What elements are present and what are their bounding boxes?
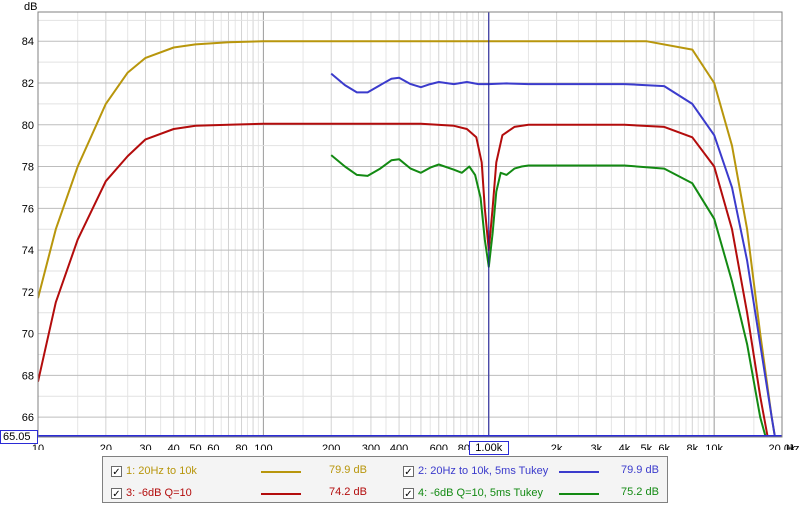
x-tick-label: 20.0k xyxy=(769,443,796,450)
legend-swatch xyxy=(559,493,599,495)
legend-label: 2: 20Hz to 10k, 5ms Tukey xyxy=(418,465,549,477)
x-tick-label: 50 xyxy=(189,443,201,450)
x-tick-label: 20 xyxy=(100,443,112,450)
x-tick-label: 10 xyxy=(32,443,44,450)
legend-label: 1: 20Hz to 10k xyxy=(126,465,197,477)
y-tick-label: 70 xyxy=(22,329,34,341)
series-line-1 xyxy=(38,40,776,437)
x-tick-label: 80 xyxy=(235,443,247,450)
y-cursor-readout: 65.05 xyxy=(0,430,38,444)
legend: ✓ 1: 20Hz to 10k 79.9 dB ✓ 2: 20Hz to 10… xyxy=(102,456,668,503)
legend-value: 79.9 dB xyxy=(621,464,659,476)
y-tick-label: 78 xyxy=(22,162,34,174)
x-tick-label: 40 xyxy=(168,443,180,450)
x-tick-label: 60 xyxy=(207,443,219,450)
y-tick-label: 82 xyxy=(22,78,34,90)
plot-frame xyxy=(37,11,783,438)
legend-entry-series-1[interactable]: ✓ 1: 20Hz to 10k xyxy=(111,461,197,481)
x-tick-label: 8k xyxy=(686,443,698,450)
legend-value: 74.2 dB xyxy=(329,486,367,498)
y-tick-label: 84 xyxy=(22,36,34,48)
y-axis-label: dB xyxy=(24,1,37,13)
legend-swatch xyxy=(261,471,301,473)
legend-swatch xyxy=(261,493,301,495)
x-tick-label: 300 xyxy=(362,443,380,450)
x-tick-label: 800 xyxy=(458,443,476,450)
legend-value: 75.2 dB xyxy=(621,486,659,498)
series-line-2 xyxy=(330,72,776,437)
x-tick-label: 4k xyxy=(619,443,631,450)
frequency-response-chart: 66 68 70 72 74 76 78 80 82 84 dB 10 20 30 40 50 60 80 100 2… xyxy=(22,1,800,450)
x-cursor-readout: 1.00k xyxy=(468,441,509,455)
x-axis-label: Hz xyxy=(786,443,799,450)
x-tick-label: 600 xyxy=(430,443,448,450)
x-tick-label: 2k xyxy=(551,443,563,450)
y-tick-label: 66 xyxy=(22,412,34,424)
plot-area xyxy=(38,12,782,437)
y-tick-label: 74 xyxy=(22,245,34,257)
legend-label: 4: -6dB Q=10, 5ms Tukey xyxy=(418,487,544,499)
y-tick-label: 76 xyxy=(22,203,34,215)
x-tick-label: 3k xyxy=(590,443,602,450)
grid xyxy=(37,12,783,437)
series-line-3 xyxy=(38,122,769,437)
y-tick-label: 68 xyxy=(22,370,34,382)
checkbox-icon[interactable]: ✓ xyxy=(403,465,414,478)
legend-value: 79.9 dB xyxy=(329,464,367,476)
checkbox-icon[interactable]: ✓ xyxy=(403,487,414,500)
checkbox-icon[interactable]: ✓ xyxy=(111,465,122,478)
legend-entry-series-2[interactable]: ✓ 2: 20Hz to 10k, 5ms Tukey xyxy=(403,461,548,481)
y-tick-label: 80 xyxy=(22,120,34,132)
legend-swatch xyxy=(559,471,599,473)
x-tick-label: 100 xyxy=(254,443,272,450)
legend-entry-series-4[interactable]: ✓ 4: -6dB Q=10, 5ms Tukey xyxy=(403,483,543,503)
axes: 66 68 70 72 74 76 78 80 82 84 dB 10 20 30 40 50 60 80 100 2… xyxy=(22,1,800,450)
x-tick-label: 30 xyxy=(139,443,151,450)
x-tick-label: 6k xyxy=(658,443,670,450)
x-tick-label: 5k xyxy=(640,443,652,450)
x-tick-label: 200 xyxy=(322,443,340,450)
x-tick-label: 400 xyxy=(390,443,408,450)
checkbox-icon[interactable]: ✓ xyxy=(111,487,122,500)
x-tick-label: 10k xyxy=(705,443,723,450)
legend-label: 3: -6dB Q=10 xyxy=(126,487,192,499)
legend-entry-series-3[interactable]: ✓ 3: -6dB Q=10 xyxy=(111,483,192,503)
y-tick-label: 72 xyxy=(22,287,34,299)
curves xyxy=(38,40,776,437)
